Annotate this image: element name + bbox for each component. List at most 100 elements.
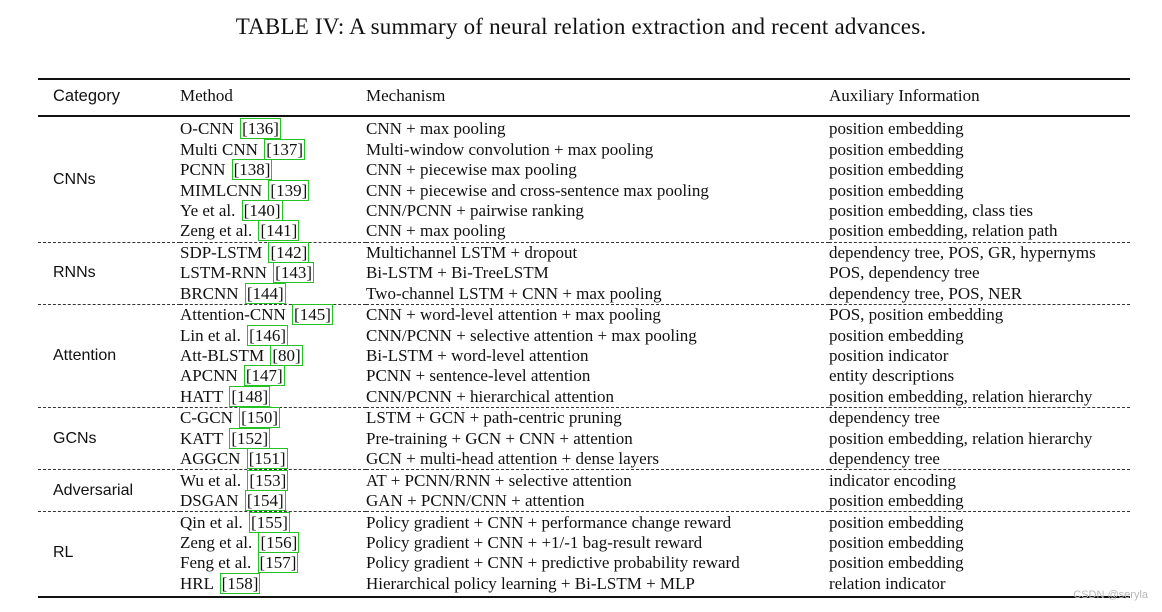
mechanism-cell: Pre-training + GCN + CNN + attention [366,428,633,448]
citation-link[interactable]: [150] [239,407,280,429]
table-row: Att-BLSTM [80] Bi-LSTM + word-level atten… [38,345,1130,367]
table-row: Feng et al. [157] Policy gradient + CNN +… [38,552,1130,574]
method-name: AGGCN [180,449,241,469]
table-row: Multi CNN [137] Multi-window convolution … [38,138,1130,160]
citation-link[interactable]: [157] [257,552,299,574]
method-name: Lin et al. [180,325,241,345]
method-name: MIMLCNN [180,180,263,200]
mechanism-cell: CNN + max pooling [366,221,506,241]
category-cell: GCNs [38,407,180,470]
auxiliary-cell: dependency tree [829,407,1130,429]
auxiliary-cell: position embedding [829,325,964,345]
citation-link[interactable]: [80] [270,345,303,367]
method-cell: DSGAN [154] [180,490,366,512]
table-caption: TABLE IV: A summary of neural relation e… [235,14,927,39]
citation-link[interactable]: [137] [264,138,306,160]
method-cell: Zeng et al. [156] [180,531,366,553]
mechanism-cell: CNN + word-level attention + max pooling [366,303,829,326]
citation-link[interactable]: [148] [229,385,271,407]
method-cell: PCNN [138] [180,159,366,181]
auxiliary-cell: position embedding [829,119,964,139]
auxiliary-cell: position embedding [829,491,964,511]
citation-link[interactable]: [151] [246,448,288,470]
method-name: Att-BLSTM [180,346,265,366]
header-category: Category [53,86,120,105]
category-cell: Attention [38,303,180,408]
mechanism-cell: CNN + piecewise and cross-sentence max p… [366,180,709,200]
mechanism-cell: LSTM + GCN + path-centric pruning [366,407,829,429]
citation-link[interactable]: [146] [247,324,288,346]
method-name: APCNN [180,366,238,386]
method-name: Multi CNN [180,139,258,159]
category-cell: RNNs [38,241,180,305]
citation-link[interactable]: [144] [244,282,286,304]
mechanism-cell: GCN + multi-head attention + dense layer… [366,449,659,469]
citation-link[interactable]: [152] [229,427,271,449]
method-cell: Feng et al. [157] [180,552,366,574]
citation-link[interactable]: [155] [249,511,290,533]
table-row: LSTM-RNN [143] Bi-LSTM + Bi-TreeLSTM POS, … [38,262,1130,284]
method-name: HATT [180,386,224,406]
category-cell: CNNs [53,171,96,189]
top-rule [38,78,1130,80]
table-row: AGGCN [151] GCN + multi-head attention + … [38,448,1130,470]
auxiliary-cell: position embedding, relation hierarchy [829,386,1093,406]
table-row: GCNs C-GCN [150] LSTM + GCN + path-centric… [38,407,1130,470]
table-row: Attention Attention-CNN [145] CNN + word-l… [38,303,1130,408]
method-name: Zeng et al. [180,532,253,552]
auxiliary-cell: position embedding [829,511,1130,533]
citation-link[interactable]: [142] [268,241,310,263]
method-cell: Zeng et al. [141] [180,220,366,242]
mechanism-cell: Hierarchical policy learning + Bi-LSTM +… [366,573,695,593]
method-name: HRL [180,573,214,593]
table-row: Adversarial Wu et al. [153] AT + PCNN/RNN … [38,469,1130,512]
mechanism-cell: Multi-window convolution + max pooling [366,139,654,159]
auxiliary-cell: position indicator [829,346,949,366]
method-name: Zeng et al. [180,221,253,241]
method-cell: Multi CNN [137] [180,138,366,160]
method-cell: Wu et al. [153] [180,469,366,491]
table-row: HRL [158] Hierarchical policy learning + … [38,572,1130,594]
method-cell: MIMLCNN [139] [180,179,366,201]
auxiliary-cell: position embedding [829,553,964,573]
method-cell: Lin et al. [146] [180,324,366,346]
method-name: KATT [180,428,224,448]
citation-link[interactable]: [136] [240,118,281,140]
table-row: DSGAN [154] GAN + PCNN/CNN + attention pos… [38,490,1130,512]
method-name: PCNN [180,160,226,180]
mechanism-cell: CNN/PCNN + pairwise ranking [366,200,584,220]
method-name: BRCNN [180,283,239,303]
category-cell: RL [38,511,180,595]
auxiliary-cell: POS, position embedding [829,303,1130,326]
method-name: Attention-CNN [180,305,286,325]
citation-link[interactable]: [141] [258,220,300,242]
summary-table: CNNs O-CNN [136] CNN + max pooling position… [38,118,1130,595]
citation-link[interactable]: [139] [268,179,310,201]
table-row: Ye et al. [140] CNN/PCNN + pairwise ranki… [38,199,1130,221]
mechanism-cell: Two-channel LSTM + CNN + max pooling [366,283,662,303]
citation-link[interactable]: [147] [243,365,285,387]
header-rule [38,115,1130,117]
citation-link[interactable]: [153] [247,469,289,491]
method-cell: Attention-CNN [145] [180,303,366,326]
auxiliary-cell: dependency tree, POS, NER [829,283,1023,303]
citation-link[interactable]: [156] [258,531,300,553]
method-name: SDP-LSTM [180,242,263,262]
citation-link[interactable]: [138] [231,159,273,181]
citation-link[interactable]: [154] [244,490,286,512]
mechanism-cell: Multichannel LSTM + dropout [366,241,829,264]
mechanism-cell: AT + PCNN/RNN + selective attention [366,469,829,491]
method-cell: Ye et al. [140] [180,199,366,221]
table-row: Zeng et al. [156] Policy gradient + CNN +… [38,531,1130,553]
table-body: CNNs O-CNN [136] CNN + max pooling position… [38,118,1130,595]
auxiliary-cell: indicator encoding [829,469,1130,491]
auxiliary-cell: position embedding, relation path [829,221,1058,241]
citation-link[interactable]: [145] [292,304,333,326]
method-name: Feng et al. [180,553,252,573]
mechanism-cell: CNN/PCNN + selective attention + max poo… [366,325,697,345]
citation-link[interactable]: [140] [241,199,283,221]
citation-link[interactable]: [143] [273,262,314,284]
table-header: Category Method Mechanism Auxiliary Info… [38,84,1130,108]
citation-link[interactable]: [158] [219,572,261,594]
method-name: LSTM-RNN [180,263,267,283]
